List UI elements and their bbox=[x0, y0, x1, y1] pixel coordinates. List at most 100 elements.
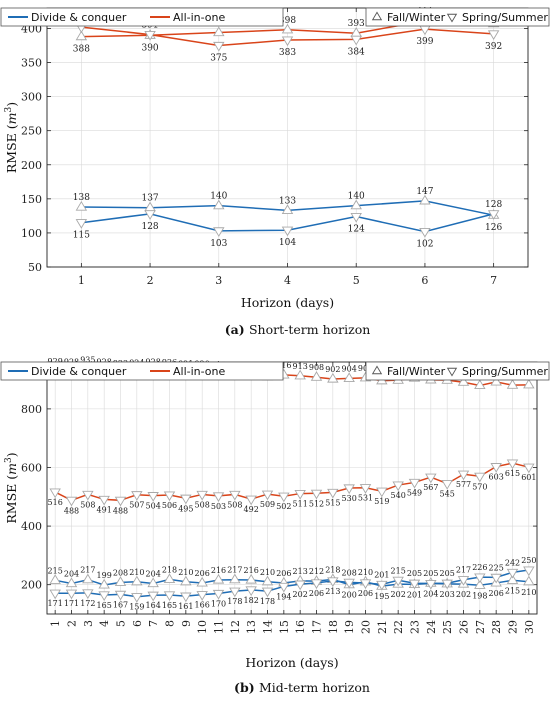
triangle-down-marker bbox=[419, 227, 431, 238]
triangle-down-marker bbox=[457, 576, 470, 586]
data-label: 206 bbox=[309, 589, 324, 598]
data-label: 203 bbox=[440, 590, 455, 599]
data-label: 508 bbox=[80, 500, 95, 509]
x-tick-label: 17 bbox=[311, 620, 324, 634]
triangle-down-marker bbox=[82, 490, 94, 501]
triangle-down-marker bbox=[487, 30, 500, 40]
legend-label-spring-summer: Spring/Summer bbox=[462, 365, 548, 378]
data-label: 512 bbox=[309, 499, 324, 508]
triangle-down-marker bbox=[147, 591, 159, 602]
legend-triangle-down-icon bbox=[446, 367, 458, 377]
x-tick-label: 21 bbox=[376, 620, 389, 634]
data-label: 202 bbox=[456, 590, 471, 599]
data-label: 206 bbox=[489, 589, 504, 598]
y-tick-label: 150 bbox=[21, 193, 42, 206]
triangle-up-marker bbox=[144, 201, 156, 212]
y-tick-label: 200 bbox=[21, 159, 42, 172]
y-tick-label: 50 bbox=[28, 261, 42, 274]
data-label: 133 bbox=[279, 196, 296, 206]
data-label: 492 bbox=[244, 505, 259, 514]
data-label: 531 bbox=[358, 494, 373, 503]
data-label: 206 bbox=[195, 569, 210, 578]
data-label: 615 bbox=[505, 469, 520, 478]
y-tick-label: 350 bbox=[21, 57, 42, 70]
data-label: 567 bbox=[423, 483, 438, 492]
y-tick-label: 100 bbox=[21, 227, 42, 240]
x-tick-label: 28 bbox=[490, 620, 503, 634]
data-label: 205 bbox=[423, 569, 438, 578]
triangle-up-marker bbox=[82, 573, 94, 584]
data-label: 138 bbox=[73, 193, 90, 203]
x-tick-label: 7 bbox=[147, 620, 160, 627]
data-label: 161 bbox=[178, 602, 193, 611]
data-label: 204 bbox=[146, 570, 161, 579]
data-label: 210 bbox=[129, 568, 144, 577]
triangle-down-marker bbox=[229, 490, 241, 501]
triangle-up-marker bbox=[65, 577, 78, 588]
triangle-down-marker bbox=[350, 35, 362, 46]
triangle-down-marker bbox=[350, 212, 362, 223]
triangle-down-marker bbox=[114, 590, 127, 601]
x-tick-label: 16 bbox=[294, 620, 307, 634]
x-tick-label: 5 bbox=[353, 274, 360, 287]
triangle-down-marker bbox=[212, 589, 225, 600]
triangle-down-marker bbox=[196, 591, 208, 601]
data-label: 519 bbox=[374, 497, 389, 506]
data-label: 204 bbox=[64, 570, 79, 579]
data-label: 906 bbox=[358, 364, 373, 373]
x-tick-label: 26 bbox=[458, 620, 471, 634]
data-label: 375 bbox=[210, 53, 227, 63]
triangle-up-marker bbox=[131, 575, 143, 586]
data-label: 216 bbox=[244, 566, 259, 575]
data-label: 225 bbox=[489, 563, 504, 572]
data-label: 491 bbox=[97, 505, 112, 514]
triangle-down-marker bbox=[327, 488, 339, 499]
triangle-up-marker bbox=[75, 200, 88, 211]
data-label: 102 bbox=[416, 240, 433, 250]
legend-label-divide: Divide & conquer bbox=[31, 11, 127, 24]
triangle-down-marker bbox=[98, 495, 110, 506]
triangle-down-marker bbox=[376, 580, 388, 591]
x-tick-label: 2 bbox=[147, 274, 154, 287]
data-label: 210 bbox=[178, 568, 193, 577]
triangle-down-marker bbox=[212, 492, 225, 502]
triangle-down-marker bbox=[144, 31, 156, 41]
x-tick-label: 7 bbox=[490, 274, 497, 287]
triangle-down-marker bbox=[261, 587, 274, 598]
data-label: 206 bbox=[358, 589, 373, 598]
data-label: 140 bbox=[348, 192, 365, 202]
data-label: 128 bbox=[141, 222, 158, 232]
triangle-down-marker bbox=[441, 579, 453, 590]
triangle-up-marker bbox=[229, 573, 241, 584]
triangle-down-marker bbox=[213, 41, 225, 52]
data-label: 506 bbox=[162, 501, 177, 510]
data-label: 530 bbox=[342, 494, 357, 503]
data-label: 202 bbox=[391, 590, 406, 599]
y-tick-label: 250 bbox=[21, 125, 42, 138]
triangle-down-marker bbox=[490, 463, 502, 473]
x-tick-label: 1 bbox=[49, 620, 62, 627]
data-label: 902 bbox=[325, 365, 340, 374]
data-label: 195 bbox=[374, 592, 389, 601]
triangle-up-marker bbox=[281, 204, 294, 214]
data-label: 205 bbox=[440, 569, 455, 578]
data-label: 215 bbox=[391, 566, 406, 575]
triangle-up-marker bbox=[419, 194, 431, 205]
triangle-down-marker bbox=[180, 592, 192, 603]
data-label: 202 bbox=[293, 590, 308, 599]
data-label: 935 bbox=[80, 355, 95, 364]
data-label: 216 bbox=[211, 566, 226, 575]
triangle-down-marker bbox=[213, 227, 225, 237]
data-label: 603 bbox=[489, 473, 504, 482]
triangle-down-marker bbox=[65, 496, 78, 507]
triangle-down-marker bbox=[147, 492, 159, 502]
data-label: 140 bbox=[210, 192, 227, 202]
triangle-up-marker bbox=[212, 573, 225, 584]
triangle-down-marker bbox=[49, 488, 61, 499]
legend-methods: Divide & conquer All-in-one bbox=[0, 361, 284, 381]
triangle-down-marker bbox=[131, 491, 143, 501]
triangle-up-marker bbox=[474, 579, 486, 589]
data-label: 213 bbox=[325, 587, 340, 596]
